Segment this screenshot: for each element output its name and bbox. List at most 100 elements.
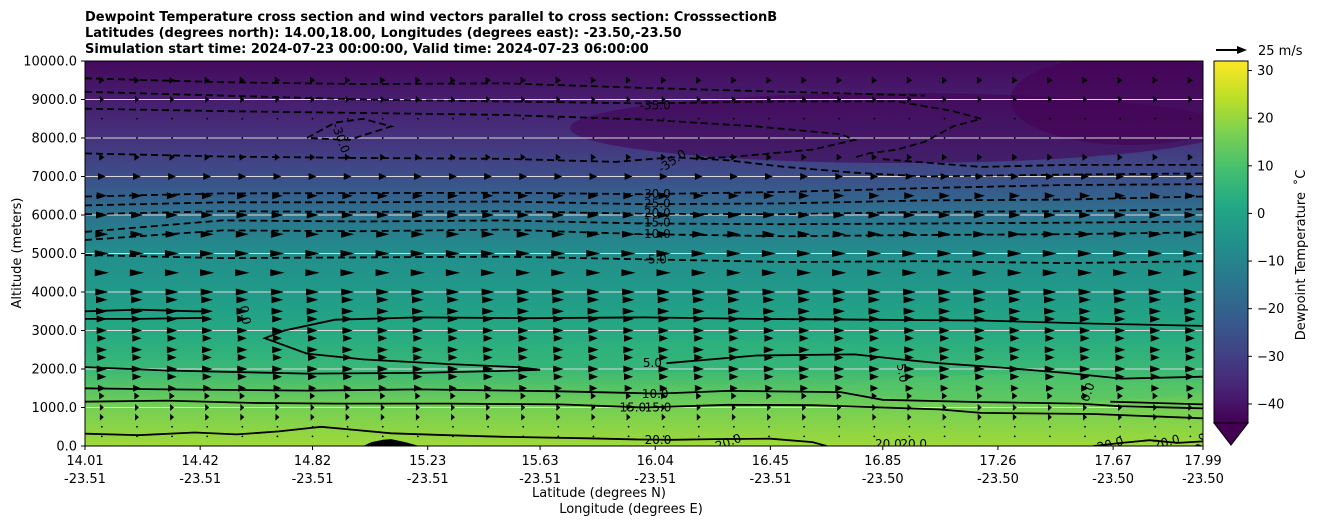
- x-axis-label-latitude: Latitude (degrees N): [532, 486, 666, 501]
- wind-vector: [241, 117, 244, 120]
- contour-line-solid: [85, 316, 209, 320]
- wind-vector: [623, 327, 634, 334]
- wind-vector: [274, 392, 281, 400]
- wind-vector: [625, 76, 632, 84]
- wind-vector: [907, 413, 912, 421]
- wind-vector: [1047, 76, 1053, 84]
- wind-vector: [838, 425, 841, 428]
- chart-title: Dewpoint Temperature cross section and w…: [85, 10, 777, 57]
- wind-vector: [1154, 137, 1157, 139]
- wind-vector: [799, 373, 809, 381]
- wind-vector: [451, 404, 455, 411]
- wind-vector: [763, 296, 775, 304]
- wind-vector: [728, 346, 740, 354]
- wind-vector: [416, 425, 419, 428]
- wind-vector: [586, 269, 601, 277]
- wind-vector: [977, 404, 982, 411]
- wind-vector: [378, 173, 387, 180]
- wind-vector: [522, 425, 525, 428]
- wind-vector: [307, 353, 318, 361]
- wind-vector: [202, 373, 212, 381]
- wind-vector: [974, 327, 985, 334]
- wind-vector: [271, 211, 284, 219]
- quiver-key: 25 m/s: [1216, 44, 1303, 59]
- wind-vector: [938, 307, 951, 315]
- wind-vector: [1119, 425, 1122, 428]
- wind-vector: [1117, 76, 1123, 84]
- wind-vector: [520, 76, 526, 84]
- contour-label-text: 0.0: [1078, 381, 1098, 404]
- wind-vector: [833, 307, 846, 315]
- wind-vector: [556, 404, 561, 411]
- wind-vector: [1114, 327, 1126, 334]
- wind-vector: [481, 230, 495, 238]
- wind-vector: [1049, 425, 1051, 428]
- wind-vector: [802, 413, 807, 421]
- wind-vector: [270, 250, 285, 257]
- wind-vector: [974, 192, 985, 200]
- wind-vector: [592, 425, 595, 428]
- wind-vector: [941, 76, 948, 84]
- wind-vector: [623, 365, 634, 373]
- wind-vector: [588, 365, 599, 373]
- wind-vector: [803, 425, 806, 428]
- wind-vector: [450, 76, 456, 84]
- wind-vector: [727, 230, 741, 238]
- wind-vector: [236, 296, 249, 304]
- wind-vector: [1114, 365, 1126, 373]
- wind-vector: [868, 296, 881, 304]
- wind-vector: [1044, 296, 1056, 304]
- wind-vector: [164, 250, 180, 257]
- wind-vector: [1077, 269, 1093, 277]
- contour-label-text: -5.0: [643, 252, 666, 266]
- wind-vector: [838, 435, 841, 438]
- wind-vector: [1185, 334, 1195, 342]
- wind-vector: [1084, 117, 1086, 120]
- x-tick-label-lon: -23.51: [407, 472, 449, 487]
- wind-vector: [908, 117, 911, 120]
- wind-vector: [975, 353, 985, 361]
- wind-vector: [801, 153, 807, 161]
- wind-vector: [376, 307, 389, 315]
- wind-vector: [1151, 384, 1160, 392]
- wind-vector: [1114, 192, 1126, 200]
- wind-vector: [447, 365, 459, 373]
- wind-vector: [732, 435, 735, 438]
- y-axis: 0.0 1000.0 2000.0 3000.0 4000.0 5000.0 6000.0 7…: [23, 55, 85, 455]
- wind-vector: [346, 425, 349, 428]
- wind-vector: [483, 373, 493, 381]
- wind-vector: [589, 173, 598, 180]
- wind-vector: [1082, 153, 1088, 161]
- wind-vector: [622, 288, 636, 296]
- contour-label: 20.0: [875, 437, 902, 446]
- wind-vector: [270, 288, 284, 296]
- wind-vector: [164, 269, 180, 277]
- wind-vector: [796, 250, 812, 257]
- wind-vector: [800, 173, 809, 180]
- wind-vector: [1186, 384, 1195, 392]
- contour-label: -5.0: [643, 252, 666, 266]
- wind-vector: [974, 346, 985, 354]
- wind-vector: [904, 327, 915, 334]
- wind-vector: [832, 269, 847, 277]
- wind-vector: [869, 373, 879, 381]
- wind-vector: [1009, 192, 1020, 200]
- wind-vector: [1114, 315, 1126, 323]
- wind-vector: [204, 392, 210, 400]
- wind-vector: [342, 192, 353, 200]
- wind-vector: [378, 334, 388, 342]
- wind-vector: [100, 137, 103, 139]
- x-tick-label-lat: 15.23: [409, 454, 446, 469]
- wind-vectors: [94, 76, 1198, 438]
- wind-vector: [692, 230, 706, 238]
- y-tick-label: 9000.0: [32, 93, 78, 108]
- wind-vector: [276, 435, 279, 438]
- wind-vector: [484, 173, 492, 180]
- wind-vector: [1187, 76, 1193, 84]
- wind-vector: [100, 425, 103, 428]
- contour-label-text: 20.0: [900, 437, 927, 451]
- wind-vector: [1188, 96, 1193, 103]
- contour-label: -20.0: [640, 206, 671, 220]
- wind-vector: [627, 137, 630, 139]
- wind-vector: [1149, 211, 1162, 219]
